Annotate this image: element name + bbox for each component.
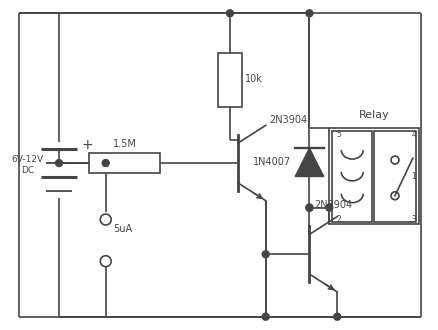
Circle shape (306, 204, 313, 211)
Text: +: + (81, 138, 93, 152)
Text: Relay: Relay (359, 110, 389, 120)
Circle shape (334, 313, 341, 320)
Circle shape (226, 10, 233, 17)
Circle shape (326, 204, 333, 211)
Bar (89, 153, 160, 173)
Polygon shape (296, 148, 323, 176)
Circle shape (391, 192, 399, 200)
Bar (329, 128, 419, 224)
Text: 1N4007: 1N4007 (254, 157, 292, 167)
Text: 5: 5 (337, 130, 342, 139)
Circle shape (306, 204, 313, 211)
Text: 2N3904: 2N3904 (314, 200, 353, 210)
Text: 2N3904: 2N3904 (270, 115, 308, 125)
Text: 6V-12V
DC: 6V-12V DC (11, 155, 43, 175)
Circle shape (102, 159, 109, 167)
Circle shape (391, 156, 399, 164)
Bar (218, 53, 242, 108)
Circle shape (262, 251, 269, 258)
Text: 1: 1 (411, 172, 416, 181)
Text: 1.5M: 1.5M (113, 139, 137, 149)
Text: 3: 3 (411, 215, 416, 224)
Text: 4: 4 (411, 130, 416, 139)
Text: 2: 2 (337, 215, 342, 224)
Bar (374, 131, 416, 221)
Circle shape (100, 256, 111, 267)
Circle shape (306, 10, 313, 17)
Circle shape (262, 313, 269, 320)
Bar (332, 131, 372, 221)
Text: 10k: 10k (245, 74, 263, 84)
Circle shape (100, 214, 111, 225)
Text: 5uA: 5uA (114, 223, 133, 234)
Circle shape (56, 159, 63, 167)
